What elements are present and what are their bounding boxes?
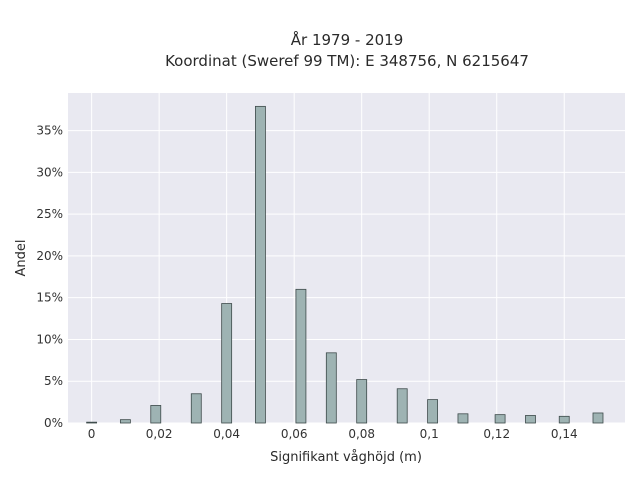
x-tick-label-0: 0 — [88, 427, 96, 441]
bar-layer — [86, 105, 604, 424]
x-tick-label-5: 0,1 — [420, 427, 439, 441]
x-axis-title: Signifikant våghöjd (m) — [270, 450, 422, 465]
x-tick-label-1: 0,02 — [146, 427, 173, 441]
y-tick-label-0: 0% — [44, 416, 63, 430]
x-tick-label-2: 0,04 — [213, 427, 240, 441]
grid-layer — [68, 93, 625, 424]
chart-title: År 1979 - 2019 — [291, 30, 404, 49]
y-tick-labels: 0% 5% 10% 15% 20% 25% 30% 35% — [36, 124, 63, 430]
bar-12 — [494, 414, 506, 424]
y-axis-title: Andel — [14, 240, 29, 277]
bar-7 — [325, 352, 337, 424]
bar-0 — [86, 421, 98, 424]
y-tick-label-6: 30% — [36, 165, 63, 179]
bar-9 — [396, 388, 408, 424]
bar-13 — [525, 415, 536, 424]
x-tick-label-7: 0,14 — [551, 427, 578, 441]
bar-5 — [255, 105, 266, 424]
chart-subtitle: Koordinat (Sweref 99 TM): E 348756, N 62… — [165, 52, 529, 70]
y-tick-label-3: 15% — [36, 291, 63, 305]
y-tick-label-5: 25% — [36, 207, 63, 221]
x-tick-label-3: 0,06 — [281, 427, 308, 441]
y-tick-label-1: 5% — [44, 374, 63, 388]
x-tick-labels: 0 0,02 0,04 0,06 0,08 0,1 0,12 0,14 — [88, 427, 578, 441]
x-tick-label-6: 0,12 — [483, 427, 510, 441]
y-tick-label-7: 35% — [36, 124, 63, 138]
bar-15 — [592, 412, 604, 424]
x-tick-label-4: 0,08 — [348, 427, 375, 441]
y-tick-label-2: 10% — [36, 332, 63, 346]
bar-11 — [457, 413, 469, 424]
bar-6 — [295, 288, 307, 424]
bar-8 — [356, 379, 368, 424]
bar-10 — [427, 399, 438, 424]
bar-1 — [119, 419, 131, 424]
bar-14 — [558, 415, 570, 424]
bar-3 — [190, 393, 202, 424]
bar-4 — [221, 303, 233, 424]
y-tick-label-4: 20% — [36, 249, 63, 263]
plot-area — [68, 93, 625, 423]
bar-2 — [150, 405, 162, 424]
